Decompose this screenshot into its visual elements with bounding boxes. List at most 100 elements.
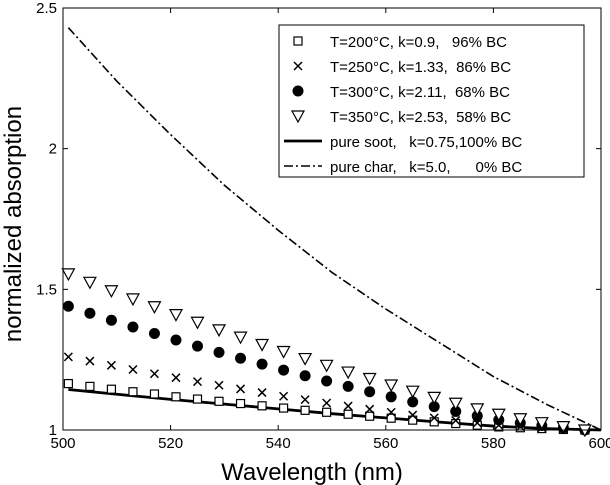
data-point-series-4 — [491, 408, 506, 422]
data-point-series-2 — [408, 410, 418, 420]
x-stroke — [293, 61, 303, 71]
data-point-series-1 — [171, 392, 181, 402]
x-stroke — [451, 415, 461, 425]
data-point-series-4 — [341, 366, 356, 380]
x-stroke — [257, 388, 267, 398]
data-point-series-4 — [534, 417, 549, 430]
data-point-series-4 — [362, 372, 377, 386]
data-point-series-2 — [171, 373, 181, 383]
data-point-series-2 — [429, 413, 439, 423]
data-point-series-2 — [451, 415, 461, 425]
data-point-series-1 — [235, 398, 246, 409]
x-stroke — [214, 380, 224, 390]
x-stroke — [128, 364, 138, 375]
data-point-series-3 — [364, 386, 376, 398]
data-point-series-4 — [233, 331, 248, 345]
data-point-series-3 — [148, 328, 160, 340]
data-point-series-1 — [386, 413, 396, 423]
legend-entry-3: T=300°C, k=2.11, 68% BC — [330, 84, 510, 101]
legend: T=200°C, k=0.9, 96% BC T=250°C, k=1.33, 8… — [278, 24, 585, 178]
x-stroke — [429, 413, 439, 423]
data-point-series-2 — [300, 395, 310, 405]
data-point-series-2 — [85, 356, 95, 366]
legend-marker-1 — [293, 36, 303, 46]
data-point-series-1 — [343, 409, 353, 419]
legend-entry-1: T=200°C, k=0.9, 96% BC — [330, 34, 507, 51]
legend-entry-2: T=250°C, k=1.33, 86% BC — [330, 59, 511, 76]
data-point-series-3 — [213, 346, 225, 358]
x-tick-label: 520 — [158, 435, 183, 452]
data-point-series-1 — [365, 411, 375, 421]
data-point-series-1 — [128, 387, 138, 397]
data-point-series-3 — [450, 405, 462, 417]
data-point-series-4 — [255, 338, 270, 352]
x-stroke — [386, 407, 396, 417]
data-point-series-4 — [82, 276, 97, 290]
data-point-series-4 — [212, 324, 227, 338]
data-point-series-3 — [299, 370, 311, 382]
data-point-series-1 — [106, 384, 117, 394]
legend-marker-2 — [293, 61, 303, 71]
x-stroke — [192, 377, 203, 387]
data-point-series-4 — [427, 391, 442, 405]
x-stroke — [236, 384, 246, 394]
data-point-series-2 — [192, 377, 203, 387]
data-point-series-2 — [214, 380, 224, 390]
data-point-series-1 — [85, 381, 95, 391]
x-stroke — [343, 401, 353, 411]
plot-marks — [61, 27, 602, 438]
data-point-series-4 — [298, 352, 313, 366]
data-point-series-2 — [343, 401, 353, 411]
axes-frame — [62, 7, 602, 431]
data-point-series-4 — [147, 301, 162, 315]
data-point-series-3 — [105, 314, 117, 326]
data-point-series-4 — [104, 285, 119, 298]
data-point-series-2 — [128, 364, 138, 375]
x-stroke — [365, 404, 375, 414]
x-stroke — [85, 356, 95, 366]
data-point-series-4 — [556, 421, 571, 434]
x-stroke — [106, 360, 116, 370]
x-stroke — [408, 410, 418, 420]
x-stroke — [300, 395, 310, 405]
y-tick-label: 2.5 — [36, 0, 57, 17]
legend-entry-4: T=350°C, k=2.53, 58% BC — [330, 109, 511, 126]
data-point-series-4 — [319, 359, 334, 373]
data-point-series-3 — [278, 364, 290, 376]
data-point-series-3 — [385, 391, 397, 403]
data-point-series-4 — [513, 413, 528, 426]
data-point-series-2 — [322, 398, 332, 408]
data-point-series-3 — [428, 401, 440, 413]
x-stroke — [322, 398, 332, 408]
x-axis-label: Wavelength (nm) — [221, 459, 403, 485]
data-point-series-2 — [365, 404, 375, 414]
series-pure-char-line — [67, 27, 602, 431]
legend-marker-4 — [290, 110, 306, 124]
x-tick-label: 500 — [50, 435, 75, 452]
x-tick-label: 560 — [373, 435, 398, 452]
data-point-series-2 — [236, 384, 246, 394]
data-point-series-3 — [170, 334, 182, 346]
data-point-series-1 — [214, 396, 224, 406]
data-point-series-4 — [168, 309, 183, 322]
legend-entry-6: pure char, k=5.0, 0% BC — [330, 159, 522, 176]
data-point-series-3 — [256, 358, 268, 370]
y-tick-label: 1 — [49, 422, 57, 439]
data-point-series-3 — [235, 352, 247, 364]
data-point-series-1 — [63, 378, 73, 389]
data-point-series-3 — [62, 300, 74, 312]
data-point-series-4 — [384, 379, 399, 393]
data-point-series-3 — [84, 307, 96, 319]
data-point-series-1 — [192, 394, 203, 404]
x-stroke — [171, 373, 181, 383]
data-point-series-2 — [63, 352, 73, 362]
data-point-series-4 — [61, 268, 76, 282]
legend-marker-3 — [292, 85, 304, 97]
data-point-series-2 — [386, 407, 396, 417]
legend-box — [278, 24, 585, 178]
data-point-series-1 — [322, 407, 332, 417]
data-point-series-4 — [190, 316, 205, 330]
x-tick-label: 600 — [588, 435, 610, 452]
x-stroke — [279, 391, 289, 401]
